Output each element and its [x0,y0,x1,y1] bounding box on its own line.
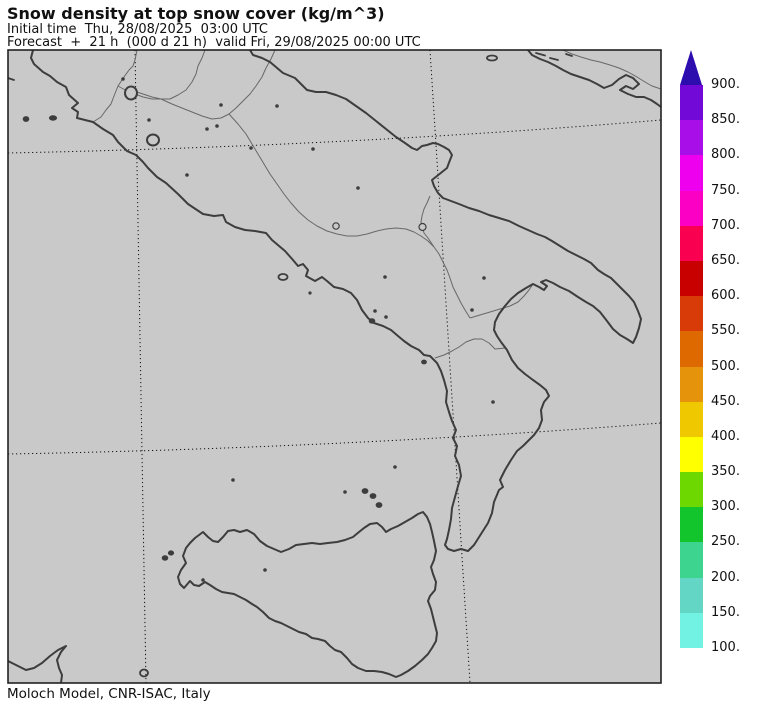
colorbar-segment [680,366,703,402]
colorbar-tick-label: 150. [711,604,740,620]
islands [8,52,573,678]
coastlines [8,50,661,683]
colorbar-tick-label: 100. [711,640,740,655]
colorbar-segment [680,225,703,261]
graticule [8,50,661,683]
aeolian-island-3 [375,502,383,508]
border-basilicata-calabria [434,338,506,359]
border-puglia-basilicata [469,283,534,319]
coastline-italian-peninsula [30,50,642,552]
colorbar-tick-label: 750. [711,182,740,198]
colorbar-segment [680,612,703,648]
map-frame [7,49,662,684]
colorbar-tick-label: 600. [711,288,740,304]
montecristo-island [22,116,30,122]
giglio-island [48,115,58,121]
border-lazio-abruzzo-campania [228,113,471,319]
border-molise-puglia [420,195,435,248]
colorbar-tick-label: 300. [711,499,740,515]
small-lake-puglia [418,222,427,232]
colorbar-segment [680,85,703,121]
colorbar-tick-label: 450. [711,393,740,409]
colorbar-segment [680,260,703,297]
colorbar-tick-label: 400. [711,428,740,444]
coastline-dalmatia [527,50,661,108]
aeolian-island-2 [369,493,377,499]
sea-land-background [8,50,661,683]
parallel-gridline-north [8,119,661,154]
colorbar-tick-label: 800. [711,147,740,163]
meridian-gridline-west [134,50,147,683]
page-title: Snow density at top snow cover (kg/m^3) [7,4,385,23]
colorbar-segment [680,401,703,437]
forecast-valid-line: Forecast + 21 h (000 d 21 h) valid Fri, … [7,35,421,50]
colorbar-tick-label: 350. [711,464,740,480]
colorbar-tick-label: 500. [711,358,740,374]
pantelleria-island [139,668,149,678]
colorbar-segment [680,436,703,473]
colorbar-tick-label: 200. [711,569,740,585]
colorbar-segment [680,577,703,613]
meridian-gridline-east [429,50,471,683]
ponza-island [277,273,289,281]
colorbar-segment [680,507,703,543]
colorbar-arrow [680,50,702,85]
colorbar-tick-label: 650. [711,252,740,268]
colorbar-segment [680,155,703,191]
small-lake-molise [332,222,340,230]
city-markers [121,77,495,582]
croatian-island-2 [549,57,559,61]
model-credit: Moloch Model, CNR-ISAC, Italy [7,686,211,702]
egadi-island-2 [167,550,175,556]
colorbar-segment [680,190,703,226]
elba-island [8,77,15,81]
lakes [124,85,427,232]
colorbar-legend: 900. 850. 800. 750. 700. 650. 600. 550. 500. 450.… [680,50,760,690]
egadi-island-1 [161,555,169,561]
coastline-tunisia-cap-bon [8,645,67,683]
border-marche-umbria [160,50,276,120]
colorbar-tick-label: 550. [711,323,740,339]
croatian-island-1 [535,52,546,57]
colorbar-tick-label: 900. [711,77,740,92]
border-umbria-west [130,50,206,100]
croatian-island-3 [565,53,573,57]
colorbar-segment [680,120,703,156]
colorbar-segment [680,331,703,367]
lake-bolsena [124,85,138,101]
colorbar-tick-label: 250. [711,534,740,550]
adriatic-island-west [486,54,498,62]
colorbar-tick-label: 700. [711,217,740,233]
ischia-island [368,318,376,324]
colorbar-tick-label: 850. [711,112,740,128]
region-borders [92,50,661,359]
lake-bracciano [146,133,160,147]
aeolian-island-1 [361,488,369,494]
coastline-sicily [177,511,438,678]
initial-time-line: Initial time Thu, 28/08/2025 03:00 UTC [7,22,268,37]
colorbar-segment [680,472,703,508]
border-croatia-bosnia [562,50,661,90]
colorbar-segment [680,296,703,332]
colorbar-segment [680,542,703,578]
capri-island [421,359,427,365]
